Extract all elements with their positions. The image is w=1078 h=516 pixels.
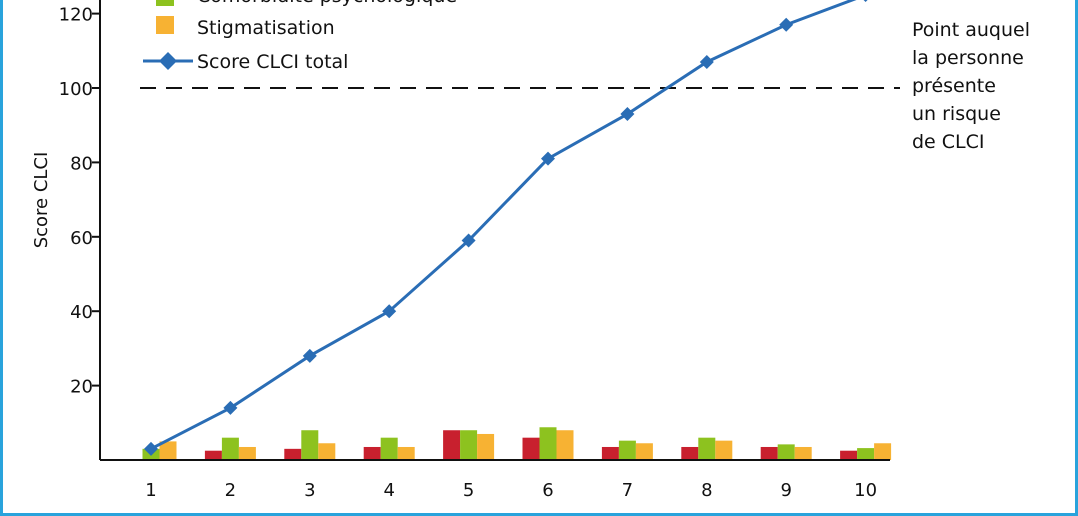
annotation-line-3: présente xyxy=(912,75,996,97)
bar-2-cat-9 xyxy=(777,444,795,460)
total-score-point-6 xyxy=(541,151,555,166)
bar-3-cat-6 xyxy=(556,430,574,460)
threshold-annotation: Point auquel la personne présente un risque… xyxy=(912,19,1030,153)
bar-3-cat-10 xyxy=(874,443,892,460)
bar-1-cat-7 xyxy=(601,446,619,460)
total-score-point-1 xyxy=(144,441,158,456)
x-tick-label: 1 xyxy=(145,480,156,501)
x-tick-label: 10 xyxy=(854,480,877,501)
x-tick-label: 7 xyxy=(622,480,633,501)
annotation-line-1: Point auquel xyxy=(912,19,1030,41)
y-tick-label: 60 xyxy=(70,228,93,249)
total-score-point-5 xyxy=(461,233,476,248)
bar-2-cat-6 xyxy=(539,427,557,460)
legend-label-psych: Comorbidité psychologique xyxy=(197,0,457,7)
bar-1-cat-2 xyxy=(204,450,222,460)
y-tick-label: 40 xyxy=(70,302,93,323)
bar-3-cat-7 xyxy=(635,443,653,460)
annotation-line-2: la personne xyxy=(912,47,1024,69)
bar-2-cat-8 xyxy=(698,437,716,460)
legend-swatch-psych xyxy=(156,0,174,6)
x-tick-label: 3 xyxy=(304,480,315,501)
bar-1-cat-9 xyxy=(760,446,778,460)
x-tick-label: 9 xyxy=(780,480,791,501)
x-tick-label: 8 xyxy=(701,480,712,501)
x-tick-label: 6 xyxy=(542,480,553,501)
bar-3-cat-3 xyxy=(318,443,336,460)
legend-marker-total xyxy=(159,52,177,70)
y-axis-label: Score CLCI xyxy=(31,152,52,249)
total-score-point-3 xyxy=(302,348,317,363)
bar-1-cat-8 xyxy=(681,446,699,460)
total-score-point-10 xyxy=(863,0,868,2)
legend-label-stigma: Stigmatisation xyxy=(197,17,335,39)
total-score-point-2 xyxy=(223,400,238,415)
legend-label-total: Score CLCI total xyxy=(197,51,348,73)
line-layer xyxy=(144,0,868,456)
bar-1-cat-10 xyxy=(840,450,858,460)
bars-layer xyxy=(142,427,892,460)
y-tick-label: 80 xyxy=(70,153,93,174)
bar-2-cat-2 xyxy=(221,437,239,460)
bar-2-cat-10 xyxy=(857,448,875,460)
x-tick-label: 4 xyxy=(383,480,394,501)
axes-layer: 20 40 60 80 100 120 1 2 3 4 5 6 7 8 9 10 xyxy=(59,0,890,501)
bar-1-cat-4 xyxy=(363,446,381,460)
bar-3-cat-8 xyxy=(715,440,733,460)
legend-swatch-stigma xyxy=(156,16,174,34)
total-score-point-7 xyxy=(620,107,635,122)
bar-3-cat-1 xyxy=(159,441,177,460)
legend: Comorbidité psychologique Stigmatisation S… xyxy=(143,0,457,73)
bar-1-cat-3 xyxy=(284,448,302,460)
bar-1-cat-5 xyxy=(443,430,461,460)
y-tick-label: 100 xyxy=(59,79,93,100)
total-score-point-8 xyxy=(699,54,714,69)
bar-3-cat-5 xyxy=(477,433,495,460)
total-score-point-4 xyxy=(382,304,397,319)
annotation-line-5: de CLCI xyxy=(912,131,985,153)
y-tick-label: 20 xyxy=(70,377,93,398)
bar-2-cat-4 xyxy=(380,437,398,460)
x-tick-label: 2 xyxy=(225,480,236,501)
bar-2-cat-7 xyxy=(618,440,636,460)
bar-1-cat-6 xyxy=(522,437,540,460)
total-score-point-9 xyxy=(779,17,794,32)
bar-2-cat-5 xyxy=(460,430,478,460)
annotation-line-4: un risque xyxy=(912,103,1001,125)
y-tick-label: 120 xyxy=(59,5,93,26)
bar-3-cat-4 xyxy=(397,446,415,460)
bar-2-cat-3 xyxy=(301,430,319,460)
x-tick-label: 5 xyxy=(463,480,474,501)
bar-3-cat-2 xyxy=(238,446,256,460)
bar-3-cat-9 xyxy=(794,446,812,460)
